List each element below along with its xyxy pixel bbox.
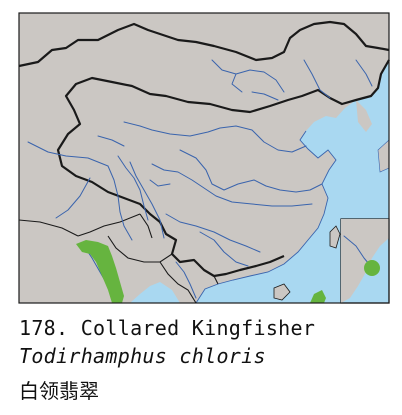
- caption-number-name: 178. Collared Kingfisher: [19, 316, 316, 340]
- taiwan: [329, 225, 341, 249]
- caption-chinese-name: 白领翡翠: [19, 379, 99, 403]
- range-inset: [364, 260, 380, 276]
- korea: [356, 100, 372, 132]
- map-frame: [18, 12, 390, 304]
- species-range: [76, 240, 380, 303]
- range-malay: [310, 290, 326, 303]
- inset-land: [341, 219, 389, 303]
- coastline: [195, 130, 337, 304]
- caption-scientific-name: Todirhamphus chloris: [19, 344, 266, 368]
- neighbour-borders: [18, 213, 219, 304]
- hainan: [273, 283, 291, 301]
- land-mass: [19, 13, 389, 303]
- range-bay-of-bengal: [76, 240, 124, 303]
- national-border: [18, 20, 390, 278]
